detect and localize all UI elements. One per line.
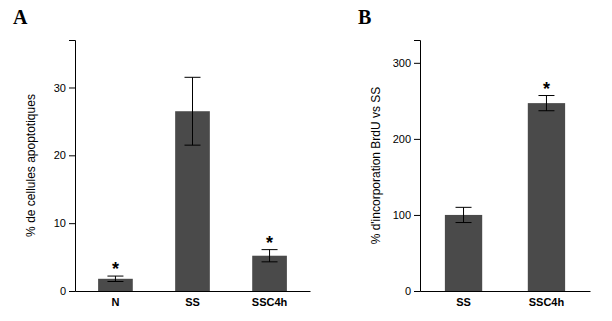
y-tick: 0: [405, 285, 420, 297]
y-tick: 0: [60, 285, 75, 297]
plot-marks: [445, 96, 565, 291]
y-tick-mark: [69, 291, 75, 292]
x-tick: SS: [185, 296, 200, 308]
y-axis-line: [69, 41, 76, 292]
chart-root: 0 10 20 30 N SS SSC4h * * % de cellules apoptotiq…: [0, 0, 612, 321]
y-tick-label: 100: [393, 209, 411, 221]
error-bar-cap: [185, 77, 201, 78]
y-tick-mark: [414, 291, 420, 292]
annotation: *: [112, 259, 119, 279]
x-axis-line: [421, 291, 591, 292]
y-axis-title: % d'incorporation BrdU vs SS: [369, 87, 383, 245]
y-tick-mark: [414, 215, 420, 216]
y-tick-mark: [69, 155, 75, 156]
error-bar: [185, 77, 201, 145]
x-axis: N SS SSC4h: [76, 292, 311, 309]
error-bar-cap: [107, 281, 123, 282]
panel: 0 10 20 30 N SS SSC4h * * % de cellules apoptotiq…: [13, 6, 311, 308]
y-tick-mark: [414, 63, 420, 64]
x-axis: SS SSC4h: [421, 292, 591, 309]
annotation: *: [543, 79, 550, 99]
y-tick: 20: [54, 149, 75, 161]
x-axis-line: [76, 291, 311, 292]
x-tick-label: SS: [185, 296, 200, 308]
x-tick: SSC4h: [529, 296, 565, 308]
y-axis-line: [414, 41, 421, 292]
error-bar-cap: [185, 145, 201, 146]
y-tick-label: 300: [393, 57, 411, 69]
y-axis: 0 100 200 300: [393, 41, 421, 298]
y-tick: 30: [54, 82, 75, 94]
panel-label: A: [13, 6, 28, 28]
y-tick-mark: [69, 223, 75, 224]
y-tick: 300: [393, 57, 420, 69]
y-tick-mark: [414, 139, 420, 140]
x-tick-label: SSC4h: [529, 296, 565, 308]
panel-label: B: [358, 6, 371, 28]
annotation: *: [266, 233, 273, 253]
plot-marks: [98, 77, 287, 291]
error-bar: [456, 207, 472, 222]
x-tick: SS: [456, 296, 471, 308]
error-bar-cap: [538, 110, 554, 111]
y-tick: 200: [393, 133, 420, 145]
y-tick-label: 10: [54, 217, 66, 229]
x-tick-label: SS: [456, 296, 471, 308]
error-bar-stem: [463, 207, 464, 222]
y-axis-title: % de cellules apoptotiques: [24, 94, 38, 237]
error-bar-stem: [192, 77, 193, 145]
error-bar-cap: [456, 207, 472, 208]
x-tick: N: [111, 296, 119, 308]
y-tick-label: 0: [60, 285, 66, 297]
y-axis: 0 10 20 30: [54, 41, 76, 298]
y-tick: 100: [393, 209, 420, 221]
y-tick-label: 200: [393, 133, 411, 145]
x-tick: SSC4h: [252, 296, 288, 308]
x-tick-label: SSC4h: [252, 296, 288, 308]
y-tick-label: 20: [54, 149, 66, 161]
y-tick: 10: [54, 217, 75, 229]
panel: 0 100 200 300 SS SSC4h * % d'incorporation BrdU…: [358, 6, 591, 308]
y-tick-mark: [69, 87, 75, 88]
bar: [528, 103, 565, 291]
error-bar-cap: [262, 261, 278, 262]
bar: [445, 215, 482, 291]
y-tick-label: 0: [405, 285, 411, 297]
x-tick-label: N: [111, 296, 119, 308]
error-bar-cap: [456, 222, 472, 223]
y-tick-label: 30: [54, 82, 66, 94]
